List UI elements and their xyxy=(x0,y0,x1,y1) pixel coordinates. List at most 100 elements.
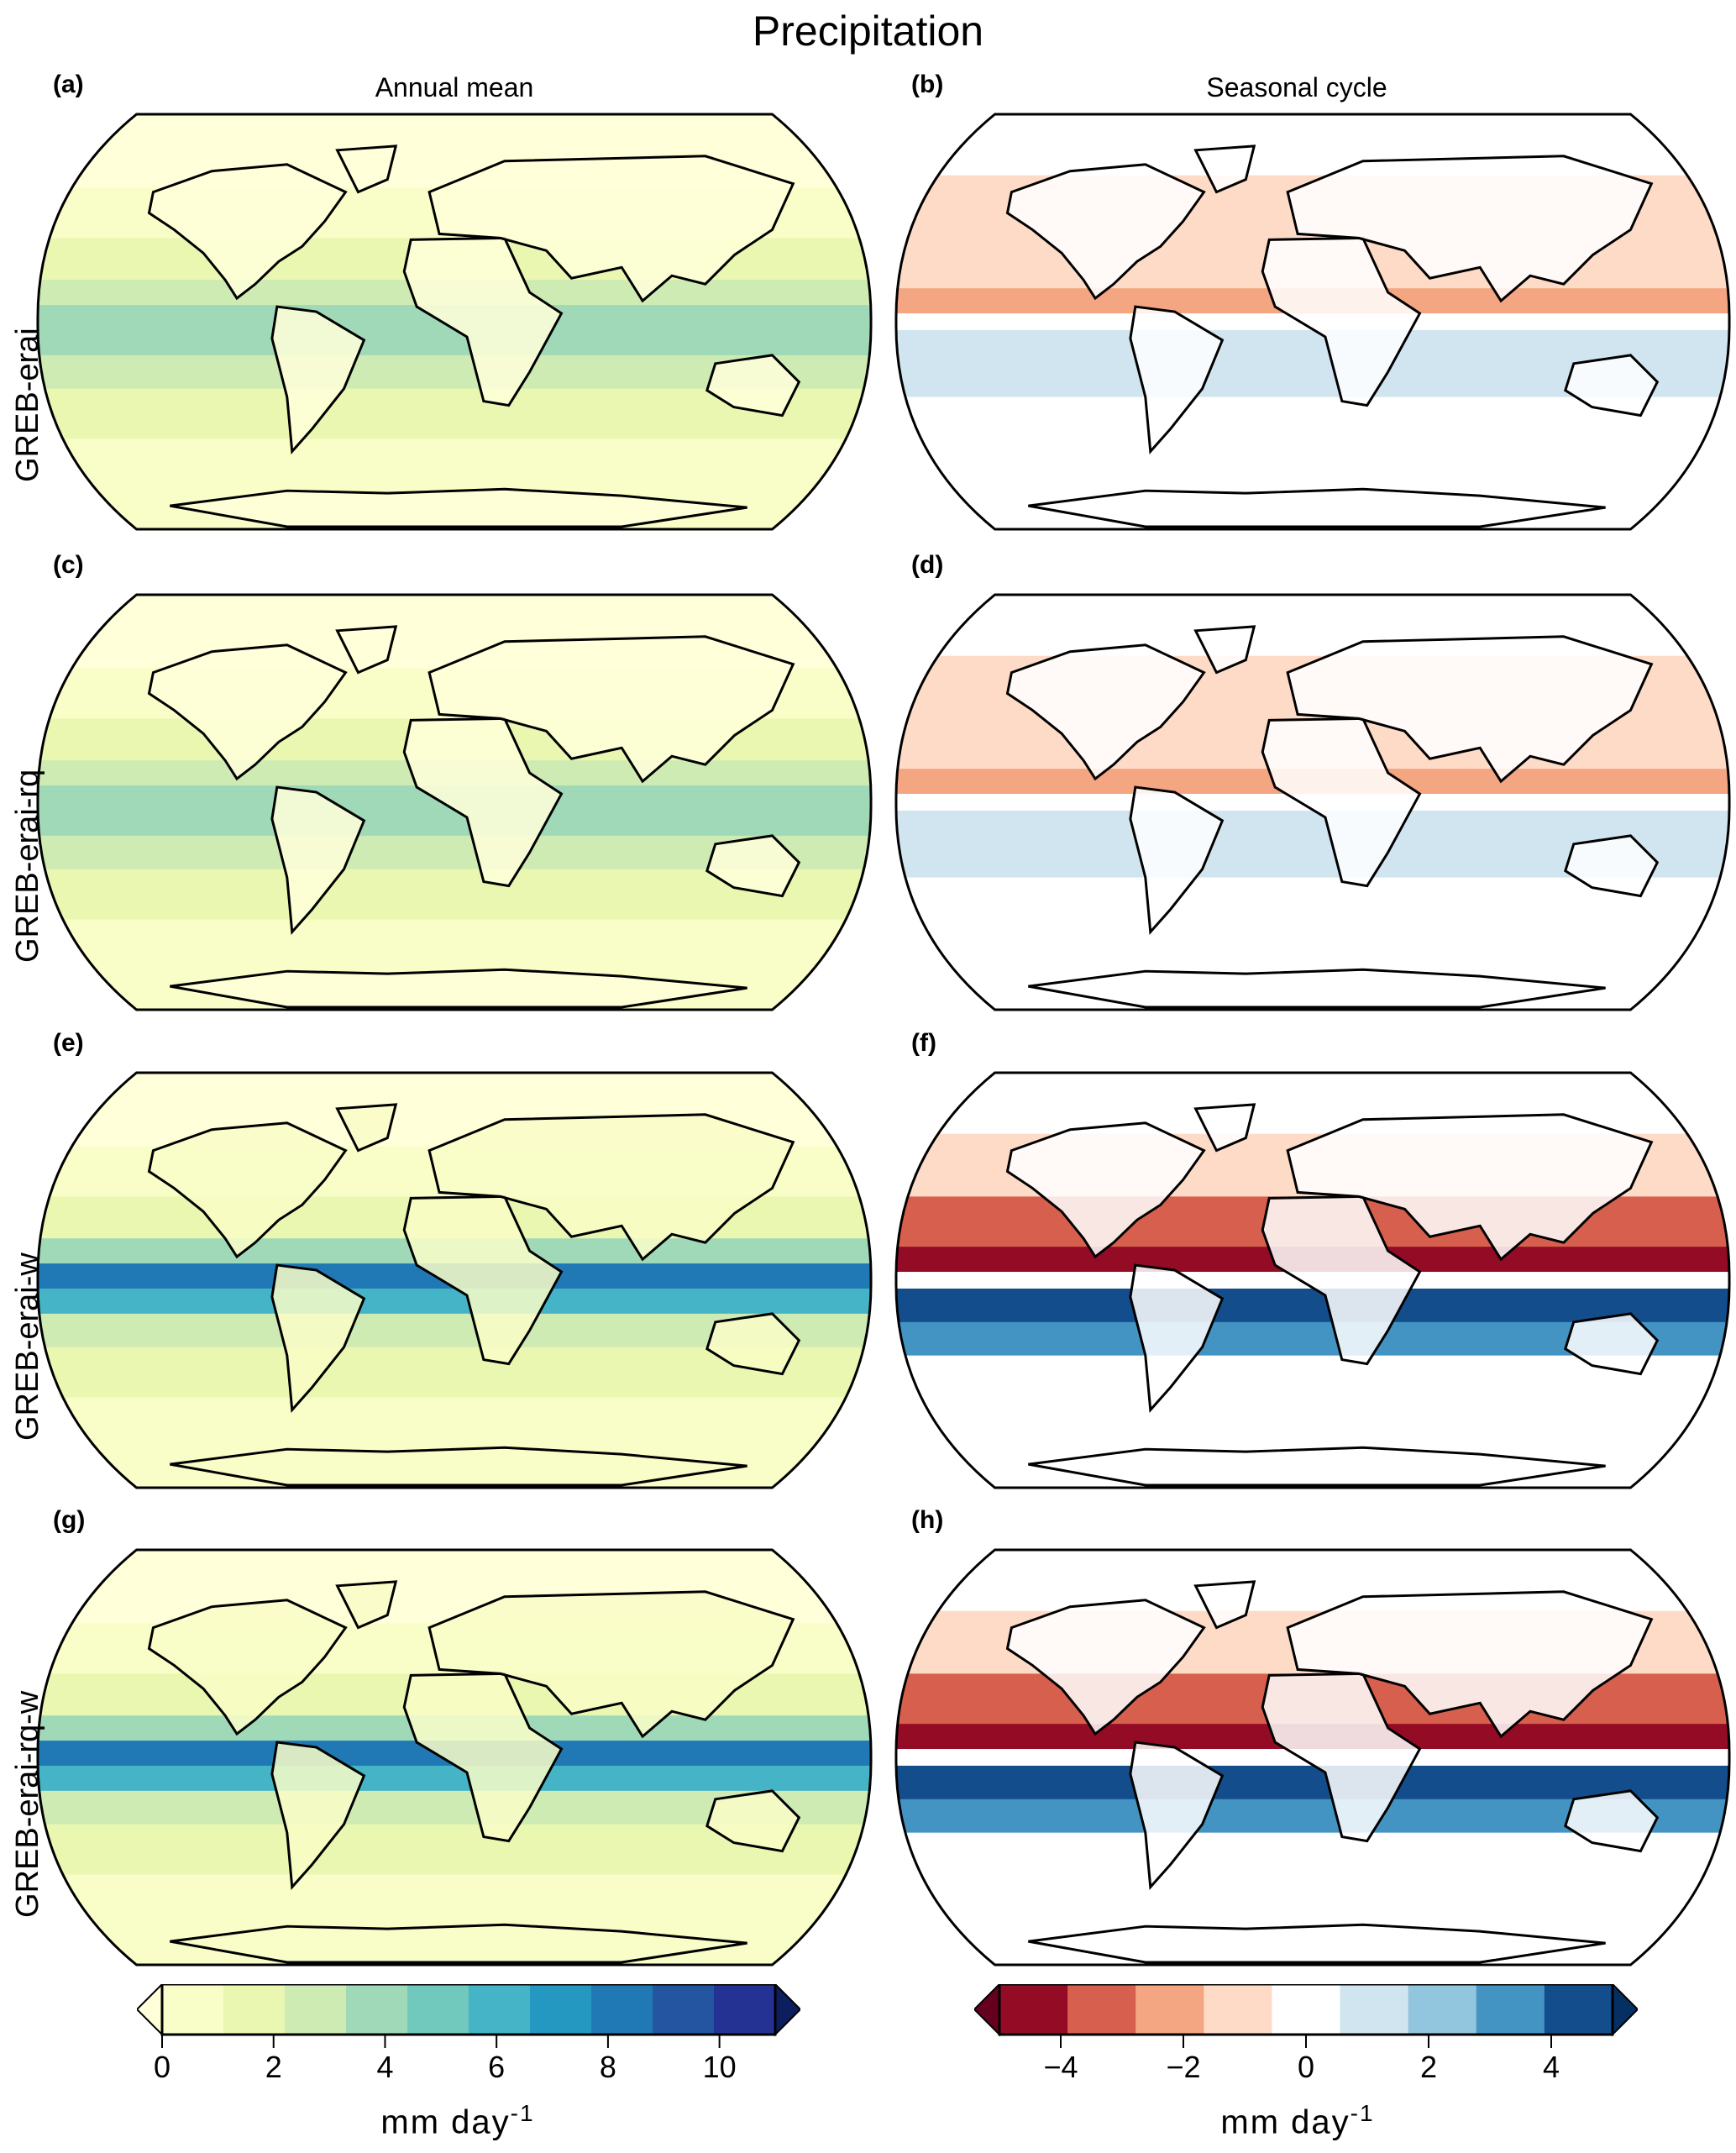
coastline-af xyxy=(1261,236,1422,407)
contour-band xyxy=(37,1765,872,1792)
contour-band xyxy=(37,329,872,356)
coastline-an xyxy=(1028,487,1606,528)
coastline-gr xyxy=(335,1103,398,1153)
coastline-sa xyxy=(1129,1263,1225,1413)
map-panel xyxy=(36,1548,873,1967)
map-border xyxy=(36,593,873,1011)
row-label: GREB-erai-rq-w xyxy=(10,1690,45,1918)
colorbar-bin xyxy=(346,1984,408,2035)
coastline-sa xyxy=(270,305,366,454)
panel-label: (h) xyxy=(911,1506,944,1534)
map-panel xyxy=(36,593,873,1011)
panel-label: (d) xyxy=(911,551,944,579)
panel-label: (a) xyxy=(53,71,84,98)
column-header-seasonal-cycle: Seasonal cycle xyxy=(1206,72,1387,102)
colorbar-bin xyxy=(407,1984,469,2035)
coastline-sa xyxy=(270,1741,366,1890)
coastline-au xyxy=(1564,834,1660,898)
coastline-an xyxy=(1028,1446,1606,1487)
colorbar-unit-seasonal: mm day-1 xyxy=(1220,2100,1375,2141)
coastline-af xyxy=(402,1195,564,1366)
coastline-sa xyxy=(1129,785,1225,935)
colorbar-extend-high xyxy=(774,1982,802,2037)
coastline-an xyxy=(170,968,747,1009)
map-border xyxy=(894,1548,1731,1967)
coastline-af xyxy=(402,1672,564,1843)
coastline-eu xyxy=(427,155,795,303)
panel-label: (f) xyxy=(911,1029,936,1057)
colorbar-tick-label: 10 xyxy=(702,2050,737,2084)
colorbar-extend-high xyxy=(1612,1982,1639,2037)
panel-label: (b) xyxy=(911,71,944,98)
row-label: GREB-erai-rq xyxy=(10,769,45,963)
contour-band xyxy=(895,1765,1730,1800)
colorbar-tick-label: 4 xyxy=(1542,2050,1560,2084)
colorbar-bin xyxy=(530,1984,592,2035)
coastline-au xyxy=(705,354,801,417)
coastline-af xyxy=(1261,1672,1422,1843)
coastline-na xyxy=(147,163,348,301)
coastline-gr xyxy=(1193,144,1256,194)
panel-label: (c) xyxy=(53,551,84,579)
contour-band xyxy=(895,113,1730,176)
map-border xyxy=(894,113,1731,531)
coastline-na xyxy=(1005,1121,1206,1259)
coastline-na xyxy=(1005,1599,1206,1736)
colorbar-bin xyxy=(223,1984,286,2035)
coastline-an xyxy=(170,487,747,528)
coastline-eu xyxy=(427,635,795,784)
colorbar-tick-label: 2 xyxy=(265,2050,282,2084)
coastline-na xyxy=(1005,163,1206,301)
coastline-an xyxy=(170,1923,747,1964)
colorbar-extend-low xyxy=(135,1982,163,2037)
colorbar-bin xyxy=(1067,1984,1136,2035)
panel-label: (g) xyxy=(53,1506,86,1534)
coastline-gr xyxy=(1193,625,1256,675)
colorbar-bin xyxy=(714,1984,776,2035)
coastline-na xyxy=(147,643,348,781)
colorbar-tick-label: 0 xyxy=(1297,2050,1315,2084)
map-border xyxy=(894,1071,1731,1489)
coastline-an xyxy=(170,1446,747,1487)
map-panel xyxy=(894,593,1731,1011)
map-border xyxy=(36,1071,873,1489)
colorbar-extend-low xyxy=(973,1982,1000,2037)
colorbar-bin xyxy=(1544,1984,1613,2035)
map-border xyxy=(894,593,1731,1011)
coastline-gr xyxy=(1193,1580,1256,1630)
colorbar-tick-label: −2 xyxy=(1166,2050,1201,2084)
coastline-gr xyxy=(335,625,398,675)
contour-band xyxy=(895,810,1730,845)
colorbar-tick-label: 2 xyxy=(1419,2050,1438,2084)
coastline-sa xyxy=(270,785,366,935)
coastline-sa xyxy=(270,1263,366,1413)
coastline-au xyxy=(1564,1312,1660,1376)
contour-band xyxy=(895,1549,1730,1612)
colorbar-annual-mean xyxy=(135,1982,802,2048)
coastline-gr xyxy=(335,1580,398,1630)
coastline-eu xyxy=(1286,155,1654,303)
coastline-au xyxy=(1564,354,1660,417)
colorbar-bin xyxy=(469,1984,531,2035)
map-panel xyxy=(36,113,873,531)
contour-band xyxy=(895,1072,1730,1135)
map-border xyxy=(36,1548,873,1967)
contour-band xyxy=(37,810,872,837)
map-panel xyxy=(36,1071,873,1489)
coastline-sa xyxy=(1129,1741,1225,1890)
map-panel xyxy=(894,1548,1731,1967)
colorbar-unit-annual: mm day-1 xyxy=(380,2100,535,2141)
coastline-af xyxy=(1261,717,1422,888)
row-label: GREB-erai-w xyxy=(10,1252,45,1441)
coastline-eu xyxy=(1286,1113,1654,1262)
contour-band xyxy=(895,1288,1730,1323)
coastline-eu xyxy=(427,1590,795,1739)
colorbar-bin xyxy=(162,1984,224,2035)
coastline-af xyxy=(1261,1195,1422,1366)
colorbar-bin xyxy=(591,1984,653,2035)
colorbar-bin xyxy=(653,1984,715,2035)
coastline-eu xyxy=(1286,635,1654,784)
coastline-af xyxy=(402,717,564,888)
colorbar-seasonal-cycle xyxy=(973,1982,1639,2048)
colorbar-tick-label: −4 xyxy=(1043,2050,1078,2084)
